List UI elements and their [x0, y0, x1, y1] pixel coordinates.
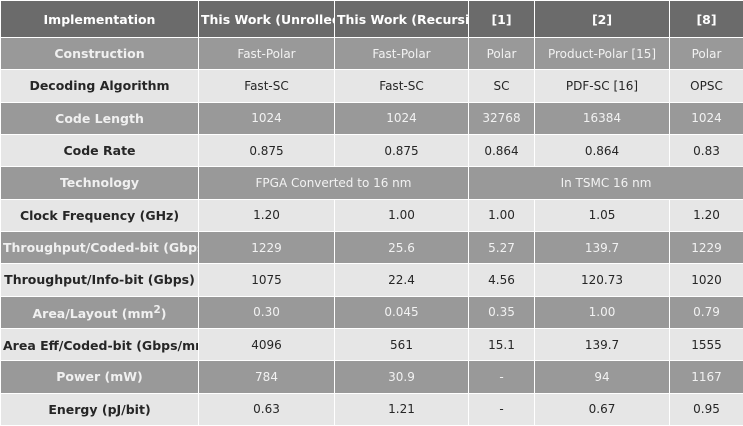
table-cell: 0.875	[334, 133, 469, 168]
table-cell-merged: In TSMC 16 nm	[468, 166, 743, 200]
table-cell: 784	[198, 360, 335, 394]
table-cell: 1.21	[334, 392, 469, 426]
header-this-work-recursive: This Work (Recursive)	[334, 0, 469, 38]
table-cell: 1024	[669, 101, 743, 135]
table-cell: Polar	[669, 36, 743, 71]
header-implementation: Implementation	[0, 0, 199, 38]
table-cell: 4.56	[468, 263, 535, 297]
table-cell: 0.63	[198, 392, 335, 426]
table-cell: 32768	[468, 101, 535, 135]
table-cell: 1.00	[334, 198, 469, 232]
table-cell: Polar	[468, 36, 535, 71]
row-area-efficiency: Area Eff/Coded-bit (Gbps/mm2) 4096 561 1…	[0, 327, 743, 362]
row-label: Power (mW)	[0, 360, 199, 394]
row-area-layout: Area/Layout (mm2) 0.30 0.045 0.35 1.00 0…	[0, 295, 743, 329]
table-cell: 94	[534, 360, 670, 394]
row-label: Construction	[0, 36, 199, 71]
row-code-rate: Code Rate 0.875 0.875 0.864 0.864 0.83	[0, 133, 743, 168]
table-cell: 0.864	[534, 133, 670, 168]
row-construction: Construction Fast-Polar Fast-Polar Polar…	[0, 36, 743, 71]
row-technology: Technology FPGA Converted to 16 nm In TS…	[0, 166, 743, 200]
table-cell: 0.67	[534, 392, 670, 426]
table-cell: PDF-SC [16]	[534, 69, 670, 103]
table-cell: 0.83	[669, 133, 743, 168]
table-cell: SC	[468, 69, 535, 103]
row-decoding-algorithm: Decoding Algorithm Fast-SC Fast-SC SC PD…	[0, 69, 743, 103]
table-cell: 1024	[198, 101, 335, 135]
row-code-length: Code Length 1024 1024 32768 16384 1024	[0, 101, 743, 135]
table-cell: Product-Polar [15]	[534, 36, 670, 71]
row-label: Area/Layout (mm2)	[0, 295, 199, 329]
table-cell: Fast-Polar	[198, 36, 335, 71]
table-cell: OPSC	[669, 69, 743, 103]
row-label: Code Rate	[0, 133, 199, 168]
row-label-text: Area/Layout (mm	[32, 305, 154, 321]
table-header-row: Implementation This Work (Unrolled) This…	[0, 0, 743, 38]
table-cell: 1.20	[669, 198, 743, 232]
header-ref-1: [1]	[468, 0, 535, 38]
header-ref-2: [2]	[534, 0, 670, 38]
table-cell: 0.35	[468, 295, 535, 329]
table-cell: 1.00	[468, 198, 535, 232]
table-cell: 1024	[334, 101, 469, 135]
table-cell: -	[468, 360, 535, 394]
table-cell: 120.73	[534, 263, 670, 297]
row-label-end: )	[160, 305, 167, 321]
row-label-text: Area Eff/Coded-bit (Gbps/mm	[3, 338, 199, 354]
table-cell: 0.875	[198, 133, 335, 168]
table-cell: 1229	[198, 230, 335, 265]
table-cell: 139.7	[534, 230, 670, 265]
table-cell: 1555	[669, 327, 743, 362]
table-cell: 5.27	[468, 230, 535, 265]
row-label: Clock Frequency (GHz)	[0, 198, 199, 232]
table-cell: Fast-SC	[198, 69, 335, 103]
table-cell: 0.045	[334, 295, 469, 329]
table-cell: 1020	[669, 263, 743, 297]
header-this-work-unrolled: This Work (Unrolled)	[198, 0, 335, 38]
table-cell: 561	[334, 327, 469, 362]
table-cell: 1.05	[534, 198, 670, 232]
table-cell: 25.6	[334, 230, 469, 265]
row-clock-frequency: Clock Frequency (GHz) 1.20 1.00 1.00 1.0…	[0, 198, 743, 232]
row-label: Decoding Algorithm	[0, 69, 199, 103]
row-throughput-info: Throughput/Info-bit (Gbps) 1075 22.4 4.5…	[0, 263, 743, 297]
table-cell: -	[468, 392, 535, 426]
table-cell-merged: FPGA Converted to 16 nm	[198, 166, 469, 200]
table-cell: 1.20	[198, 198, 335, 232]
table-cell: 15.1	[468, 327, 535, 362]
table-cell: 0.95	[669, 392, 743, 426]
table-cell: 1.00	[534, 295, 670, 329]
table-cell: 0.864	[468, 133, 535, 168]
row-label: Throughput/Info-bit (Gbps)	[0, 263, 199, 297]
table-cell: Fast-Polar	[334, 36, 469, 71]
row-throughput-coded: Throughput/Coded-bit (Gbps) 1229 25.6 5.…	[0, 230, 743, 265]
table-cell: 139.7	[534, 327, 670, 362]
row-label: Technology	[0, 166, 199, 200]
table-cell: 16384	[534, 101, 670, 135]
table-cell: Fast-SC	[334, 69, 469, 103]
superscript: 2	[153, 303, 161, 316]
row-energy: Energy (pJ/bit) 0.63 1.21 - 0.67 0.95	[0, 392, 743, 426]
row-label: Area Eff/Coded-bit (Gbps/mm2)	[0, 327, 199, 362]
table-cell: 0.30	[198, 295, 335, 329]
table-cell: 1229	[669, 230, 743, 265]
row-power: Power (mW) 784 30.9 - 94 1167	[0, 360, 743, 394]
table-cell: 0.79	[669, 295, 743, 329]
table-cell: 4096	[198, 327, 335, 362]
table-cell: 30.9	[334, 360, 469, 394]
table-cell: 22.4	[334, 263, 469, 297]
header-ref-8: [8]	[669, 0, 743, 38]
table-cell: 1167	[669, 360, 743, 394]
row-label: Throughput/Coded-bit (Gbps)	[0, 230, 199, 265]
table-cell: 1075	[198, 263, 335, 297]
row-label: Code Length	[0, 101, 199, 135]
row-label: Energy (pJ/bit)	[0, 392, 199, 426]
